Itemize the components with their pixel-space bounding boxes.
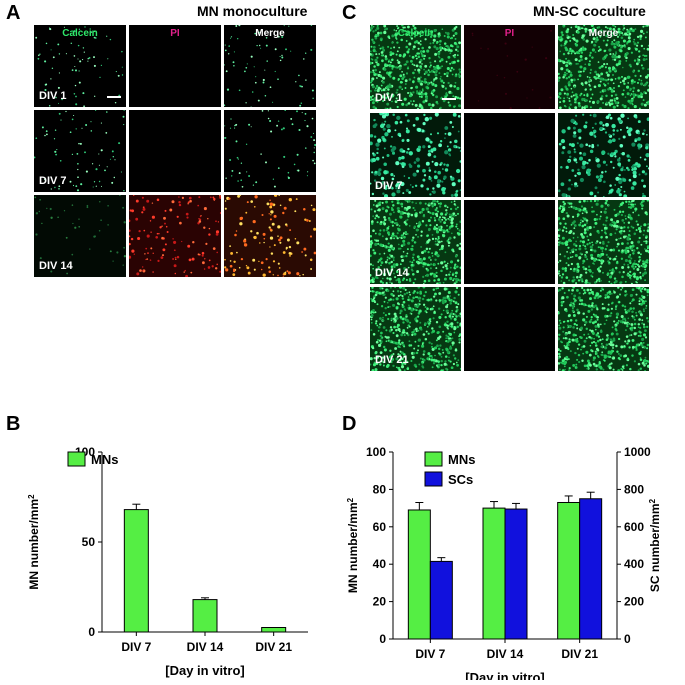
x-tick-label: DIV 14	[487, 647, 524, 661]
panel-c-image-grid: Calcein DIV 1 PI Merge DIV 7 DIV 14 DIV 21	[370, 25, 649, 371]
micrograph-a-r1-c1: Calcein DIV 1	[34, 25, 126, 107]
micrograph-c-r2-c1: DIV 7	[370, 113, 461, 197]
row-label: DIV 1	[39, 90, 67, 102]
legend-label-mns: MNs	[448, 452, 475, 467]
micrograph-c-r2-c2	[464, 113, 555, 197]
bar-mns	[123, 509, 149, 633]
x-tick-label: DIV 7	[121, 640, 151, 654]
y2-axis-label: SC number/mm2	[648, 498, 663, 592]
y2-tick-label: 200	[624, 595, 644, 609]
bar-scs	[429, 560, 453, 640]
y2-tick-label: 800	[624, 482, 644, 496]
micrograph-a-r2-c2	[129, 110, 221, 192]
micrograph-c-r1-c1: Calcein DIV 1	[370, 25, 461, 109]
column-header: Calcein	[62, 28, 98, 39]
micrograph-a-r2-c1: DIV 7	[34, 110, 126, 192]
micrograph-c-r3-c2	[464, 200, 555, 284]
micrograph-c-r1-c2: PI	[464, 25, 555, 109]
y-tick-label: 0	[379, 632, 386, 646]
scale-bar	[107, 96, 121, 98]
x-tick-label: DIV 14	[187, 640, 224, 654]
row-label: DIV 7	[39, 175, 67, 187]
column-header: PI	[170, 28, 180, 39]
bar-scs	[579, 498, 603, 640]
legend-label-mns: MNs	[91, 452, 118, 467]
y-tick-label: 100	[366, 445, 386, 459]
row-label: DIV 14	[39, 260, 73, 272]
bar-scs	[504, 508, 528, 640]
y-tick-label: 0	[88, 625, 95, 639]
y-tick-label: 80	[373, 482, 387, 496]
row-label: DIV 14	[375, 267, 409, 279]
panel-b-letter: B	[6, 413, 21, 435]
x-axis-label: [Day in vitro]	[165, 663, 244, 678]
y2-tick-label: 600	[624, 520, 644, 534]
row-label: DIV 7	[375, 180, 403, 192]
panel-d-letter: D	[342, 413, 357, 435]
bar-mns	[407, 509, 431, 640]
bar-mns	[557, 501, 581, 640]
legend-label-scs: SCs	[448, 472, 473, 487]
panel-a-title: MN monoculture	[197, 3, 308, 19]
y2-tick-label: 0	[624, 632, 631, 646]
bar-mns	[482, 507, 506, 640]
micrograph-c-r2-c3	[558, 113, 649, 197]
y2-tick-label: 400	[624, 557, 644, 571]
micrograph-a-r3-c3	[224, 195, 316, 277]
micrograph-a-r1-c2: PI	[129, 25, 221, 107]
x-tick-label: DIV 7	[415, 647, 445, 661]
y-axis-label: MN number/mm2	[346, 497, 361, 593]
y-tick-label: 50	[82, 535, 96, 549]
micrograph-c-r4-c3	[558, 287, 649, 371]
micrograph-a-r1-c3: Merge	[224, 25, 316, 107]
row-label: DIV 1	[375, 92, 403, 104]
y-tick-label: 20	[373, 595, 387, 609]
x-tick-label: DIV 21	[255, 640, 292, 654]
y-tick-label: 40	[373, 557, 387, 571]
column-header: Calcein	[397, 28, 434, 39]
column-header: Merge	[255, 28, 285, 39]
micrograph-c-r3-c1: DIV 14	[370, 200, 461, 284]
x-tick-label: DIV 21	[561, 647, 598, 661]
micrograph-a-r2-c3	[224, 110, 316, 192]
panel-a-letter: A	[6, 2, 21, 24]
micrograph-c-r4-c2	[464, 287, 555, 371]
legend-swatch-mns	[67, 451, 86, 467]
y2-tick-label: 1000	[624, 445, 651, 459]
scale-bar	[442, 98, 456, 100]
micrograph-c-r1-c3: Merge	[558, 25, 649, 109]
y-tick-label: 60	[373, 520, 387, 534]
legend-swatch-scs	[424, 471, 443, 487]
panel-a-image-grid: Calcein DIV 1 PI Merge DIV 7 DIV 14	[34, 25, 316, 277]
micrograph-a-r3-c2	[129, 195, 221, 277]
row-label: DIV 21	[375, 354, 409, 366]
micrograph-c-r3-c3	[558, 200, 649, 284]
legend-swatch-mns	[424, 451, 443, 467]
panel-c-letter: C	[342, 2, 357, 24]
column-header: Merge	[588, 28, 619, 39]
y-axis-label: MN number/mm2	[27, 494, 42, 590]
micrograph-c-r4-c1: DIV 21	[370, 287, 461, 371]
bar-mns	[192, 599, 218, 633]
panel-c-title: MN-SC coculture	[533, 3, 646, 19]
bar-mns	[261, 627, 287, 633]
micrograph-a-r3-c1: DIV 14	[34, 195, 126, 277]
column-header: PI	[504, 28, 515, 39]
x-axis-label: [Day in vitro]	[465, 670, 544, 680]
